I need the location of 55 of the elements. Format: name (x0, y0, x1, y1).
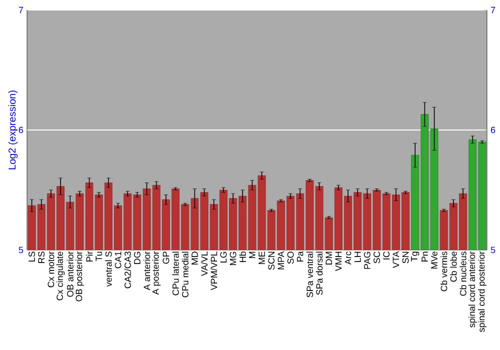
x-tick-label: CPu lateral (172, 252, 179, 296)
x-tick-label: DG (134, 252, 140, 264)
x-tick-label: MD (192, 252, 198, 264)
x-tick-label: Hb (239, 252, 246, 262)
x-tick-label: VPM/VPL (210, 251, 218, 290)
x-tick-label: LS (28, 252, 35, 262)
x-tick-label: SC (374, 252, 380, 264)
y2-tick-label: 7 (490, 6, 496, 14)
y2-tick-label: 6 (490, 126, 496, 134)
x-tick-label: CA1 (114, 252, 122, 268)
x-tick-label: DM (326, 252, 332, 264)
x-tick-label: A posterior (152, 251, 161, 295)
x-tick-label: ME (258, 252, 265, 264)
y-axis-title: Log2 (expression) (8, 90, 18, 170)
x-tick-label: Cx motor (48, 251, 54, 288)
x-tick-label: LG (220, 252, 227, 262)
x-tick-label: A anterior (143, 251, 150, 290)
x-tick-label: ventral S (105, 252, 112, 287)
x-tick-label: Tu (96, 252, 102, 262)
x-tick-label: Cb nucleus (460, 252, 466, 296)
x-tick-label: OB anterior (66, 251, 74, 297)
x-tick-label: RS (38, 252, 45, 263)
x-tick-label: Tg (411, 252, 420, 262)
x-tick-label: spinal cord anterior (468, 251, 477, 328)
x-tick-label: OB posterior (76, 251, 84, 302)
x-tick-label: spinal cord posterior (478, 251, 486, 332)
x-tick-label: CA2/CA3 (124, 252, 131, 288)
x-tick-label: VMH (335, 252, 342, 272)
x-tick-label: GP (162, 252, 170, 264)
x-tick-label: MG (230, 252, 236, 265)
x-tick-label: M (249, 252, 256, 258)
x-tick-label: SN (402, 252, 409, 264)
x-tick-label: Pir (86, 251, 93, 262)
x-tick-label: VA/VL (200, 251, 208, 276)
x-tick-label: PAG (364, 252, 370, 269)
x-tick-label: SCN (268, 252, 275, 270)
x-tick-label: CPu medial (182, 252, 188, 298)
x-tick-label: Cx cingulate (56, 252, 65, 300)
x-tick-label: Arc (344, 251, 352, 265)
x-tick-label: Pn (422, 252, 428, 262)
x-tick-label: Cb lobe (450, 252, 457, 282)
x-tick-label: VTA (392, 251, 400, 268)
x-tick-label: IC (383, 252, 390, 260)
y2-tick-label: 5 (490, 246, 496, 254)
x-tick-label: Pa (296, 251, 304, 262)
x-tick-label: SPa ventral (306, 252, 314, 298)
x-tick-label: MPA (278, 251, 284, 270)
x-tick-label: LH (354, 252, 361, 262)
x-tick-label: MVe (431, 252, 438, 268)
x-tick-label: SO (287, 252, 294, 264)
y-tick-label: 7 (18, 6, 24, 14)
y-tick-label: 5 (18, 246, 24, 254)
y-tick-label: 6 (18, 126, 24, 134)
x-tick-label: Cb vermis (440, 252, 448, 292)
x-tick-label: SPa dorsal (316, 252, 323, 295)
